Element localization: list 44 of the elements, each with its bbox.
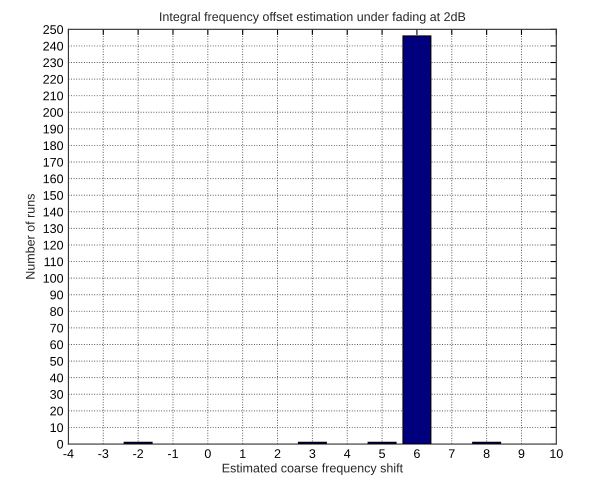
x-tick-label: 4 [344, 449, 350, 458]
y-tick-label: 40 [50, 373, 64, 382]
y-tick-label: 120 [44, 240, 64, 250]
y-axis-title: Number of runs [26, 194, 35, 279]
x-tick-label: 0 [204, 449, 211, 458]
y-tick-label: 200 [43, 108, 64, 117]
y-tick-label: 150 [44, 191, 64, 200]
x-tick-label: 1 [240, 449, 246, 458]
y-tick-label: 160 [44, 174, 64, 184]
y-tick-label: 190 [44, 124, 64, 134]
x-tick-label: -4 [63, 449, 74, 458]
y-tick-label: 240 [43, 42, 64, 51]
chart-title: Integral frequency offset estimation under fading at 2dB [160, 12, 466, 24]
x-tick-label: -3 [98, 449, 108, 458]
x-tick-label: 5 [379, 449, 386, 458]
y-tick-label: 220 [43, 74, 64, 84]
y-tick-label: 100 [44, 274, 64, 283]
y-tick-label: 230 [43, 58, 64, 68]
y-tick-label: 140 [44, 208, 64, 216]
x-tick-label: 3 [309, 449, 316, 458]
y-tick-label: 110 [44, 257, 64, 266]
y-tick-label: 30 [50, 390, 64, 399]
x-tick-label: 7 [448, 449, 455, 458]
x-tick-label: -1 [168, 449, 178, 458]
y-tick-label: 210 [43, 91, 64, 100]
x-tick-label: 2 [274, 449, 280, 458]
y-tick-label: 20 [50, 406, 64, 416]
y-tick-label: 80 [50, 307, 64, 316]
x-tick-label: 6 [414, 449, 420, 458]
x-tick-label: 9 [518, 449, 524, 458]
y-tick-label: 0 [57, 440, 64, 449]
y-tick-label: 50 [50, 356, 64, 366]
x-tick-label: 8 [484, 449, 490, 458]
y-tick-label: 170 [44, 158, 64, 167]
y-tick-label: 90 [50, 290, 64, 300]
x-tick-label: -2 [133, 449, 144, 458]
y-tick-label: 130 [44, 224, 64, 234]
y-tick-label: 250 [43, 25, 64, 34]
y-tick-label: 60 [50, 340, 64, 350]
x-tick-label: 10 [550, 449, 563, 458]
y-tick-label: 180 [44, 141, 64, 150]
x-axis-title: Estimated coarse frequency shift [222, 463, 403, 475]
y-tick-label: 10 [50, 423, 64, 432]
y-tick-label: 70 [50, 324, 64, 333]
